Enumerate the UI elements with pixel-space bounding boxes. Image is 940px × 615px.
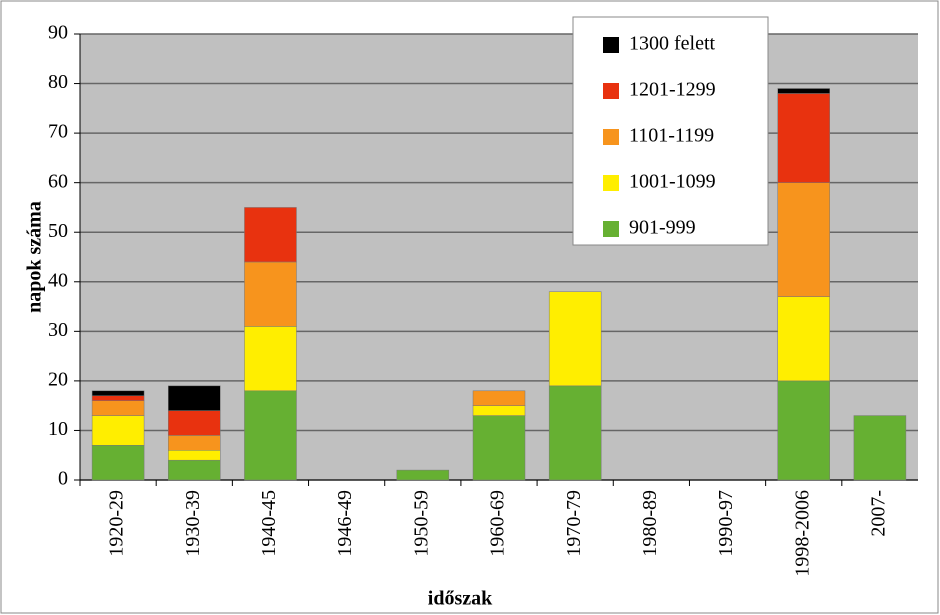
bar-segment xyxy=(168,385,221,411)
bar-segment xyxy=(244,390,297,481)
bar-segment xyxy=(244,261,297,327)
legend-swatch xyxy=(603,221,619,237)
bar-segment xyxy=(168,450,221,461)
bar-segment xyxy=(91,445,145,481)
x-tick-label: 1950-59 xyxy=(410,490,432,557)
bar-segment xyxy=(777,88,830,94)
legend-label: 1001-1099 xyxy=(629,171,716,193)
bar-segment xyxy=(853,415,907,481)
bar-segment xyxy=(777,182,830,297)
x-tick-label: 1990-97 xyxy=(715,490,737,557)
x-tick-label: 1930-39 xyxy=(182,490,204,557)
bar-segment xyxy=(472,415,526,481)
bar-segment xyxy=(472,390,526,406)
legend-label: 1300 felett xyxy=(629,33,716,55)
y-axis-label: napok száma xyxy=(24,201,46,313)
bar-segment xyxy=(168,459,221,481)
bar-segment xyxy=(91,390,145,397)
legend-label: 1201-1299 xyxy=(629,79,716,101)
bar-segment xyxy=(396,469,450,481)
y-tick-label: 80 xyxy=(48,71,68,93)
legend-swatch xyxy=(603,37,619,53)
bar-segment xyxy=(777,296,830,382)
bar-segment xyxy=(472,405,526,416)
x-tick-label: 1980-89 xyxy=(639,490,661,557)
y-tick-label: 60 xyxy=(48,170,68,192)
x-tick-label: 1960-69 xyxy=(487,490,509,557)
bar-segment xyxy=(548,291,602,387)
bar-segment xyxy=(91,415,145,446)
legend-label: 1101-1199 xyxy=(629,125,714,147)
bar-segment xyxy=(168,410,221,436)
x-tick-label: 1946-49 xyxy=(334,490,356,557)
legend-swatch xyxy=(603,175,619,191)
y-tick-label: 10 xyxy=(48,418,68,440)
bar-segment xyxy=(244,207,297,263)
x-tick-label: 1940-45 xyxy=(258,490,280,557)
bar-segment xyxy=(777,380,830,481)
y-tick-label: 0 xyxy=(58,468,68,490)
x-tick-label: 1998-2006 xyxy=(791,490,813,577)
bar-segment xyxy=(777,93,830,183)
legend-label: 901-999 xyxy=(629,217,696,239)
y-tick-label: 40 xyxy=(48,269,68,291)
legend-swatch xyxy=(603,129,619,145)
x-axis-label: időszak xyxy=(428,588,493,610)
y-tick-label: 70 xyxy=(48,121,68,143)
legend-swatch xyxy=(603,83,619,99)
y-tick-label: 20 xyxy=(48,368,68,390)
bar-segment xyxy=(168,435,221,451)
x-tick-label: 1970-79 xyxy=(563,490,585,557)
bar-segment xyxy=(244,326,297,392)
y-tick-label: 30 xyxy=(48,319,68,341)
y-tick-label: 50 xyxy=(48,220,68,242)
bar-segment xyxy=(548,385,602,481)
x-tick-label: 1920-29 xyxy=(106,490,128,557)
bar-segment xyxy=(91,400,145,416)
x-tick-label: 2007- xyxy=(868,490,890,537)
y-tick-label: 90 xyxy=(48,22,68,44)
bar-segment xyxy=(91,395,145,401)
